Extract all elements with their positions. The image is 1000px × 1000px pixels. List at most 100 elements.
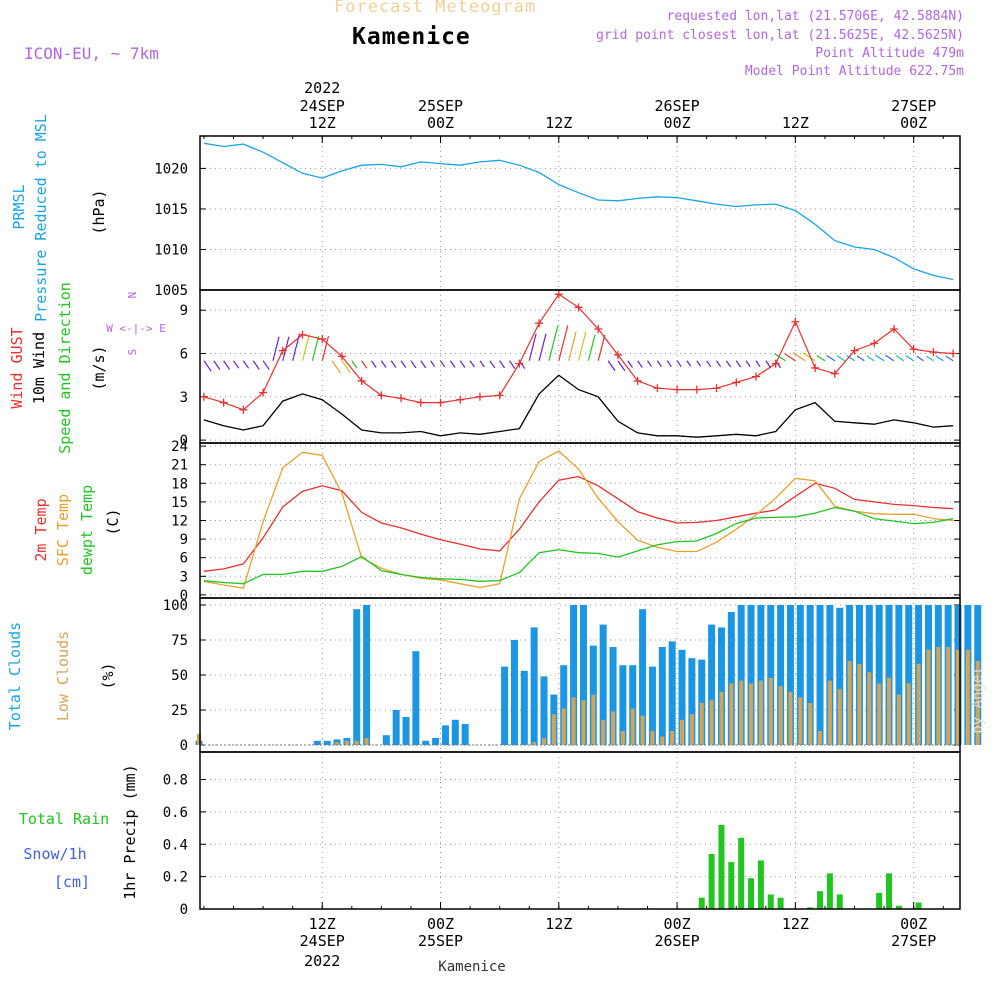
wind-arrow xyxy=(213,360,221,370)
temperature-ytick-label: 21 xyxy=(171,458,188,474)
total-clouds-bar xyxy=(461,724,469,745)
snow-unit-label: [cm] xyxy=(54,873,90,891)
time-label-bottom: 27SEP xyxy=(891,932,936,950)
low-clouds-bar xyxy=(896,694,901,745)
wind-arrow xyxy=(223,360,231,370)
wind-arrow xyxy=(558,325,569,361)
time-label-top: 00Z xyxy=(664,114,691,132)
total-clouds-bar xyxy=(885,605,893,745)
total-clouds-bar xyxy=(609,647,617,745)
rain-bar xyxy=(876,892,883,909)
wind-arrow xyxy=(725,360,732,368)
clouds-ytick-label: 25 xyxy=(171,703,188,719)
low-clouds-bar xyxy=(699,703,704,745)
wind-10m-label: 10m Wind xyxy=(30,332,48,404)
wind-gust-marker xyxy=(436,398,445,407)
time-label-top: 26SEP xyxy=(655,97,700,115)
total-clouds-bar xyxy=(905,605,913,745)
wind-arrow xyxy=(916,355,924,362)
total-clouds-bar xyxy=(599,624,607,745)
wind-panel-bg xyxy=(200,290,960,443)
wind-gust-marker xyxy=(613,350,622,359)
prmsl-line xyxy=(203,142,954,281)
wind-arrow xyxy=(262,360,270,370)
low-clouds-bar xyxy=(660,736,665,745)
wind-arrow xyxy=(647,360,653,368)
wind-gust-marker xyxy=(633,376,642,385)
wind-arrow xyxy=(242,360,250,369)
wind-arrow xyxy=(784,353,796,362)
total-clouds-bar xyxy=(451,719,459,745)
wind-arrow xyxy=(696,360,702,367)
low-clouds-bar xyxy=(956,649,961,745)
clouds-ytick-label: 75 xyxy=(171,633,188,649)
low-clouds-bar xyxy=(887,677,892,745)
time-label-bottom: 12Z xyxy=(782,915,809,933)
total-clouds-bar xyxy=(708,624,716,745)
rain-bar xyxy=(748,878,755,909)
low-clouds-bar xyxy=(749,683,754,745)
compass-we: W <-|-> E xyxy=(106,322,166,335)
wind-arrow xyxy=(735,360,742,368)
clouds-ytick-label: 100 xyxy=(163,598,188,614)
rain-bar xyxy=(817,891,824,909)
rain-bar xyxy=(767,894,774,909)
low-clouds-bar xyxy=(620,731,625,745)
total-clouds-bar xyxy=(786,605,794,745)
total-clouds-bar xyxy=(836,607,844,745)
total-clouds-bar xyxy=(658,647,666,745)
wind-arrow xyxy=(945,355,954,362)
low-clouds-bar xyxy=(808,703,813,745)
wind-arrow xyxy=(895,355,905,362)
wind-arrow xyxy=(607,360,616,372)
time-label-bottom: 25SEP xyxy=(418,932,463,950)
total-clouds-bar xyxy=(639,609,647,745)
rain-bar xyxy=(895,905,902,909)
wind-arrow xyxy=(676,360,682,368)
wind-gust-marker xyxy=(732,378,741,387)
low-clouds-bar xyxy=(827,680,832,745)
low-clouds-bar xyxy=(847,661,852,745)
temp-sfc-line xyxy=(203,450,954,589)
time-label-top: 12Z xyxy=(545,114,572,132)
temperature-ytick-label: 3 xyxy=(180,569,188,585)
model-label: ICON-EU, ~ 7km xyxy=(24,44,159,63)
wind-arrow xyxy=(203,360,212,372)
total-clouds-bar xyxy=(777,605,785,745)
wind-gust-marker xyxy=(278,346,287,355)
location-title: Kamenice xyxy=(352,24,471,50)
wind-gust-marker xyxy=(554,290,563,299)
time-label-top: 25SEP xyxy=(418,97,463,115)
temp-unit: (C) xyxy=(104,508,122,535)
watermark: by Angel xyxy=(970,666,986,733)
total-clouds-bar xyxy=(579,605,587,745)
wind-arrow xyxy=(846,355,855,362)
low-clouds-bar xyxy=(837,689,842,745)
wind-gust-marker xyxy=(456,395,465,404)
wind-arrow xyxy=(341,360,351,374)
total-clouds-bar xyxy=(757,605,765,745)
temperature-ytick-label: 12 xyxy=(171,514,188,530)
wind-gust-label: Wind GUST xyxy=(8,327,26,408)
temperature-ytick-label: 0 xyxy=(180,588,188,604)
total-clouds-bar xyxy=(767,605,775,745)
precip-frame xyxy=(199,751,961,910)
total-clouds-label: Total Clouds xyxy=(6,622,24,730)
wind-arrow xyxy=(774,353,786,362)
pressure-panel-bg xyxy=(200,136,960,290)
low-clouds-bar xyxy=(975,661,980,745)
wind-gust-marker xyxy=(259,388,268,397)
wind-arrow xyxy=(400,360,407,368)
wind-arrow xyxy=(528,333,537,361)
wind-arrow xyxy=(866,355,875,362)
total-clouds-bar xyxy=(422,740,430,745)
wind-arrow xyxy=(926,355,934,362)
total-clouds-bar xyxy=(678,649,686,745)
wind-gust-marker xyxy=(811,363,820,372)
low-clouds-bar xyxy=(354,740,359,745)
low-clouds-bar xyxy=(335,742,340,745)
wind-ytick-label: 6 xyxy=(180,347,188,363)
rain-bar xyxy=(807,907,814,909)
wind-gust-marker xyxy=(318,335,327,344)
wind-gust-marker xyxy=(653,384,662,393)
